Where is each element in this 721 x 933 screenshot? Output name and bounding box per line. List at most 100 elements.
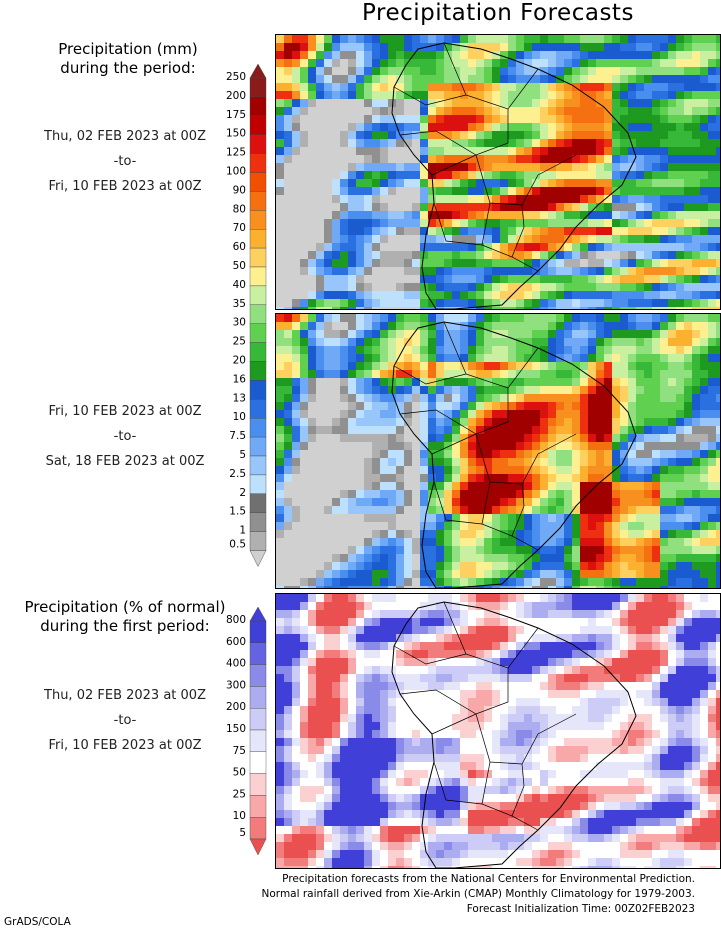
- precip-mm-top-arrow: [249, 63, 267, 79]
- precip-mm-tick-label: 125: [226, 147, 246, 159]
- period1-end: Fri, 10 FEB 2023 at 00Z: [48, 179, 202, 194]
- footer-line1: Precipitation forecasts from the Nationa…: [282, 873, 695, 885]
- precip-mm-bottom-arrow: [249, 550, 267, 568]
- precip-mm-tick-label: 40: [233, 279, 246, 291]
- period3-end: Fri, 10 FEB 2023 at 00Z: [48, 738, 202, 753]
- precip-mm-tick-label: 0.5: [229, 539, 246, 551]
- map-panel-period1: [275, 34, 721, 310]
- precip-mm-bin: [249, 418, 267, 438]
- percent-normal-top-arrow: [249, 606, 267, 622]
- percent-normal-bin: [249, 707, 267, 731]
- precip-mm-bin: [249, 285, 267, 305]
- precip-mm-tick-label: 80: [233, 203, 246, 215]
- precip-mm-tick-label: 30: [233, 317, 246, 329]
- precip-mm-bin: [249, 77, 267, 98]
- percent-normal-tick-label: 200: [226, 701, 246, 713]
- country-border: [443, 42, 539, 110]
- precip-mm-bin: [249, 210, 267, 230]
- precip-mm-bin: [249, 361, 267, 381]
- precip-map-period1: [276, 35, 720, 309]
- percent-normal-tick-label: 800: [226, 614, 246, 626]
- percent-normal-bin: [249, 642, 267, 665]
- top-legend-heading-line2: during the period:: [60, 59, 196, 77]
- percent-normal-colorbar: 800 600 400 300 200 150 75 50 25 10 5: [226, 606, 267, 856]
- precip-mm-bin: [249, 531, 267, 551]
- continent-outline: [391, 321, 637, 588]
- precip-mm-tick-label: 70: [233, 222, 246, 234]
- precip-mm-bin: [249, 304, 267, 324]
- precip-mm-bin: [249, 266, 267, 287]
- precip-mm-bin: [249, 153, 267, 173]
- precip-mm-bin: [249, 436, 267, 457]
- page-title: Precipitation Forecasts: [362, 0, 634, 26]
- precip-mm-bin: [249, 172, 267, 192]
- percent-normal-tick-label: 400: [226, 658, 246, 670]
- footer-notes: Precipitation forecasts from the Nationa…: [175, 872, 695, 917]
- percent-normal-bottom-arrow: [249, 838, 267, 856]
- country-border: [433, 202, 483, 246]
- precip-mm-tick-label: 250: [226, 71, 246, 83]
- precip-mm-tick-label: 13: [233, 392, 246, 404]
- precip-mm-tick-label: 200: [226, 90, 246, 102]
- precip-mm-bin: [249, 228, 267, 249]
- percent-normal-bin: [249, 816, 267, 840]
- precip-mm-bin: [249, 342, 267, 362]
- precip-mm-tick-label: 60: [233, 241, 246, 253]
- precip-mm-tick-label: 2: [239, 487, 246, 499]
- precip-mm-bin: [249, 134, 267, 154]
- percent-normal-bin: [249, 686, 267, 709]
- precip-map-period2: [276, 314, 720, 588]
- map-shading: [276, 314, 720, 588]
- top-legend-heading: Precipitation (mm) during the period:: [28, 40, 228, 78]
- percent-normal-bin: [249, 729, 267, 752]
- percent-normal-map: [276, 594, 720, 868]
- precip-mm-tick-label: 25: [233, 336, 246, 348]
- country-border: [481, 761, 539, 831]
- precip-mm-bin: [249, 96, 267, 117]
- country-border: [393, 86, 467, 106]
- country-border: [443, 321, 539, 389]
- map-panel-period2: [275, 313, 721, 589]
- period1-start: Thu, 02 FEB 2023 at 00Z: [44, 129, 206, 144]
- precip-mm-bin: [249, 191, 267, 211]
- percent-normal-tick-label: 150: [226, 723, 246, 735]
- footer-line2: Normal rainfall derived from Xie-Arkin (…: [261, 888, 695, 900]
- percent-normal-tick-label: 600: [226, 636, 246, 648]
- percent-normal-tick-label: 75: [233, 745, 246, 757]
- map-shading: [276, 594, 720, 868]
- continent-outline: [391, 601, 637, 868]
- country-border: [431, 713, 477, 735]
- precip-mm-bin: [249, 323, 267, 343]
- period1-sep: -to-: [113, 154, 137, 169]
- percent-normal-tick-label: 10: [233, 810, 246, 822]
- precip-mm-tick-label: 5: [239, 449, 246, 461]
- precip-mm-tick-label: 100: [226, 166, 246, 178]
- precip-mm-colorbar: 2502001751501251009080706050403530252016…: [226, 63, 267, 568]
- footer-line3: Forecast Initialization Time: 00Z02FEB20…: [466, 903, 695, 915]
- percent-normal-bin: [249, 620, 267, 643]
- precip-mm-bin: [249, 115, 267, 135]
- percent-normal-tick-label: 5: [239, 827, 246, 839]
- percent-normal-bin: [249, 795, 267, 818]
- bottom-legend-heading-line1: Precipitation (% of normal): [24, 598, 226, 616]
- precip-mm-bin: [249, 380, 267, 400]
- precip-mm-tick-label: 35: [233, 298, 246, 310]
- country-border: [393, 645, 467, 665]
- precip-mm-bin: [249, 455, 267, 476]
- map-panel-percent-normal: [275, 593, 721, 869]
- country-border: [393, 365, 467, 385]
- percent-normal-bin: [249, 751, 267, 774]
- map-shading: [276, 35, 720, 309]
- percent-normal-tick-label: 50: [233, 767, 246, 779]
- country-border: [481, 202, 539, 272]
- period2-end: Sat, 18 FEB 2023 at 00Z: [45, 454, 205, 469]
- country-border: [511, 204, 525, 258]
- country-border: [511, 763, 525, 817]
- country-border: [431, 154, 477, 176]
- top-legend-heading-line1: Precipitation (mm): [58, 40, 198, 58]
- period3-sep: -to-: [113, 713, 137, 728]
- period3-start: Thu, 02 FEB 2023 at 00Z: [44, 688, 206, 703]
- precip-mm-tick-label: 1.5: [229, 506, 246, 518]
- precip-mm-bin: [249, 399, 267, 419]
- bottom-legend-heading: Precipitation (% of normal) during the f…: [5, 598, 245, 636]
